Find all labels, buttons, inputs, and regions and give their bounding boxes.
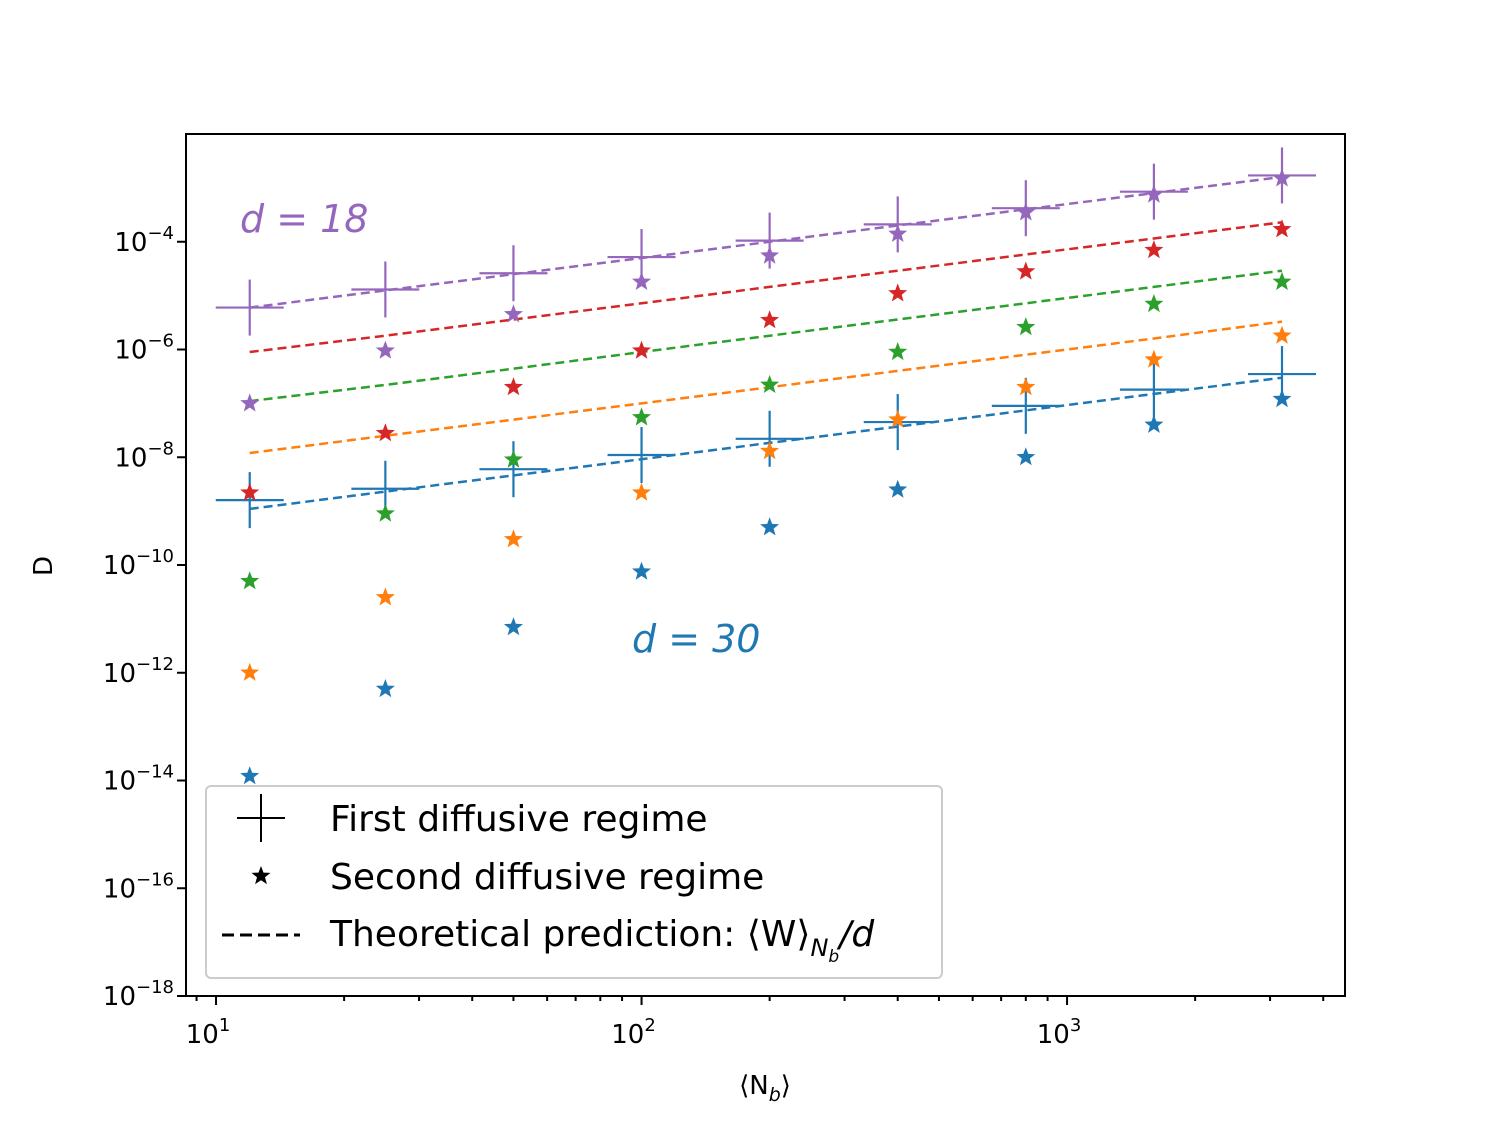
y-axis-label: D — [29, 556, 59, 576]
second-regime-point — [375, 423, 395, 442]
second-regime-point — [375, 340, 395, 359]
x-tick-label: 103 — [1037, 1015, 1082, 1050]
second-regime-point — [760, 310, 780, 329]
legend-box — [205, 785, 943, 979]
x-axis-ticks: 101 102 103 — [186, 996, 1325, 1050]
second-regime-point — [888, 479, 908, 498]
second-regime-point — [375, 679, 395, 698]
legend-star-marker — [251, 866, 271, 885]
y-tick-label: 10−18 — [103, 977, 174, 1012]
second-regime-point — [1016, 377, 1036, 396]
second-regime-point — [1144, 349, 1164, 368]
second-regime-point — [1272, 325, 1292, 344]
second-regime-point — [1272, 271, 1292, 290]
y-tick-label: 10−6 — [114, 331, 174, 366]
y-axis-ticks: 10−4 10−6 10−8 10−10 10−12 10−14 10−16 10−18 — [103, 223, 186, 1012]
x-axis-label: ⟨Nb⟩ — [739, 1071, 791, 1106]
second-regime-point — [375, 587, 395, 606]
first-regime-point — [1119, 361, 1188, 418]
y-tick-label: 10−8 — [114, 438, 174, 473]
y-tick-label: 10−12 — [103, 654, 174, 689]
first-regime-point — [607, 427, 676, 484]
second-regime-point — [1272, 168, 1292, 187]
legend: First diffusive regime Second diffusive … — [205, 785, 943, 979]
second-regime-point — [240, 482, 260, 501]
second-regime-point — [503, 449, 523, 468]
second-regime-point — [1016, 202, 1036, 221]
legend-label-theory: Theoretical prediction: ⟨W⟩Nb/d — [329, 914, 875, 967]
first-regime-point — [215, 279, 284, 336]
annotation-d18: d = 18 — [240, 197, 368, 241]
second-regime-point — [760, 245, 780, 264]
second-regime-point — [760, 517, 780, 536]
second-regime-point — [888, 342, 908, 361]
second-regime-point — [1272, 389, 1292, 408]
annotation-d30: d = 30 — [632, 617, 760, 661]
first-regime-point — [479, 245, 548, 302]
second-regime-point — [240, 766, 260, 785]
first-regime-point — [215, 472, 284, 529]
second-regime-point — [760, 441, 780, 460]
second-regime-point — [240, 662, 260, 681]
y-tick-label: 10−10 — [103, 546, 174, 581]
second-regime-point — [1144, 184, 1164, 203]
second-regime-point — [760, 374, 780, 393]
series-red — [240, 219, 1292, 501]
first-regime-point — [735, 410, 804, 467]
x-tick-label: 101 — [186, 1015, 231, 1050]
second-regime-point — [888, 223, 908, 242]
first-regime-point — [351, 261, 420, 318]
second-regime-point — [503, 377, 523, 396]
second-regime-point — [1016, 447, 1036, 466]
plot-marks — [215, 147, 1316, 785]
second-regime-point — [888, 409, 908, 428]
theory-line — [249, 221, 1283, 354]
second-regime-point — [1144, 294, 1164, 313]
second-regime-point — [1016, 317, 1036, 336]
second-regime-point — [240, 393, 260, 412]
second-regime-point — [632, 407, 652, 426]
x-tick-label: 102 — [611, 1015, 656, 1050]
second-regime-point — [503, 617, 523, 636]
y-tick-label: 10−16 — [103, 869, 174, 904]
second-regime-point — [632, 271, 652, 290]
legend-label-second: Second diffusive regime — [330, 857, 764, 898]
theory-line — [249, 269, 1283, 403]
second-regime-point — [1016, 261, 1036, 280]
legend-label-first: First diffusive regime — [330, 799, 708, 840]
y-tick-label: 10−4 — [114, 223, 174, 258]
second-regime-point — [375, 503, 395, 522]
second-regime-point — [503, 529, 523, 548]
second-regime-point — [240, 571, 260, 590]
second-regime-point — [632, 340, 652, 359]
second-regime-point — [503, 304, 523, 323]
legend-plus-marker — [237, 794, 285, 842]
series-d=18 — [215, 147, 1316, 412]
second-regime-point — [888, 283, 908, 302]
second-regime-point — [632, 482, 652, 501]
second-regime-point — [1144, 414, 1164, 433]
second-regime-point — [632, 561, 652, 580]
series-green — [240, 269, 1292, 590]
second-regime-point — [1144, 240, 1164, 259]
y-tick-label: 10−14 — [103, 762, 174, 797]
second-regime-point — [1272, 219, 1292, 238]
